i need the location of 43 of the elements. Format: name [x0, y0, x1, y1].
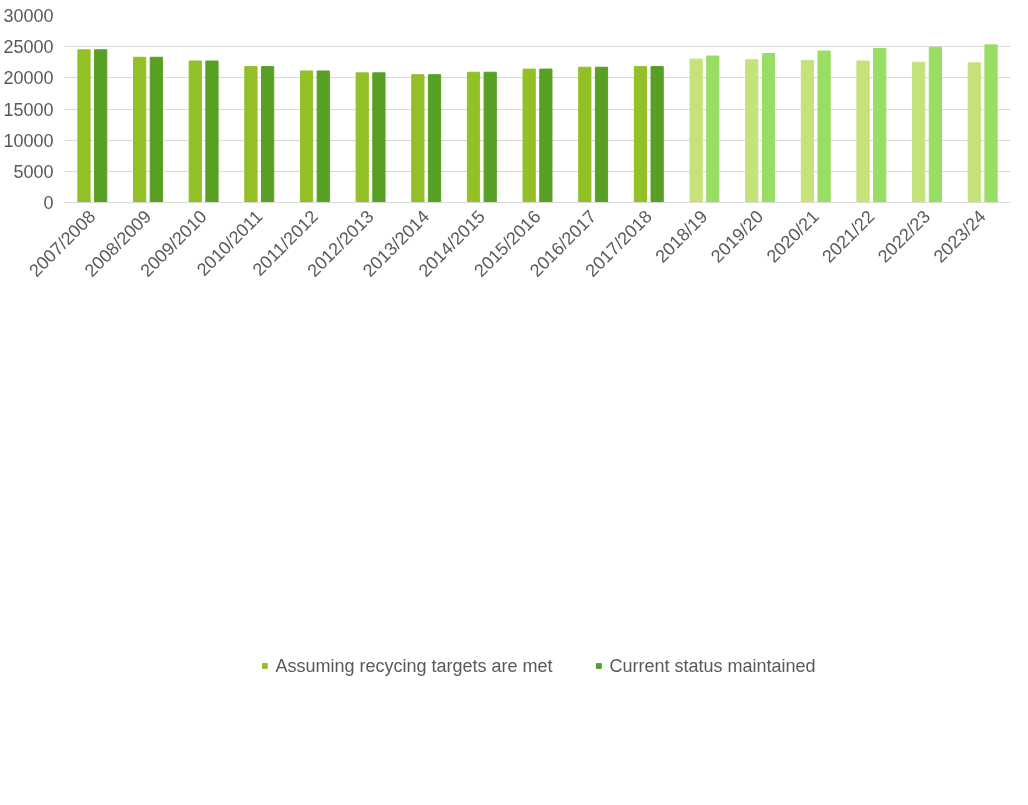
- bar: [188, 60, 202, 203]
- bar: [244, 66, 258, 203]
- y-tick-label: 0: [43, 193, 54, 213]
- bar: [316, 70, 330, 203]
- bar: [466, 71, 481, 203]
- bar: [522, 68, 536, 203]
- bar: [427, 74, 442, 203]
- bar: [967, 62, 981, 203]
- bar: [873, 48, 887, 203]
- bar: [372, 72, 386, 203]
- bar: [689, 58, 703, 203]
- y-tick-label: 5000: [13, 161, 54, 182]
- y-tick-label: 30000: [3, 6, 54, 26]
- bar: [633, 66, 648, 203]
- bar: [260, 66, 275, 203]
- bar: [856, 60, 870, 203]
- y-tick-label: 10000: [3, 130, 54, 151]
- legend-label: Assuming recycing targets are met: [275, 655, 553, 677]
- bar: [299, 70, 314, 203]
- bar: [800, 59, 815, 203]
- bar: [133, 56, 147, 203]
- legend-label: Current status maintained: [609, 655, 816, 677]
- bar: [817, 50, 831, 203]
- y-tick-label: 25000: [3, 37, 54, 58]
- bar: [928, 46, 942, 203]
- bar: [149, 56, 163, 203]
- bar: [355, 72, 369, 203]
- bar: [483, 71, 497, 203]
- bar: [706, 55, 720, 203]
- bar: [650, 66, 664, 203]
- y-tick-label: 15000: [3, 99, 54, 120]
- bar: [77, 49, 91, 203]
- bar: [594, 66, 609, 203]
- y-tick-label: 20000: [3, 68, 54, 89]
- bar: [984, 44, 998, 203]
- bar: [539, 68, 553, 203]
- bar: [578, 66, 592, 203]
- bar: [94, 49, 108, 203]
- bar: [761, 53, 776, 203]
- bar: [205, 60, 219, 203]
- bar: [411, 74, 425, 203]
- bar: [745, 59, 759, 203]
- bar: [912, 61, 926, 203]
